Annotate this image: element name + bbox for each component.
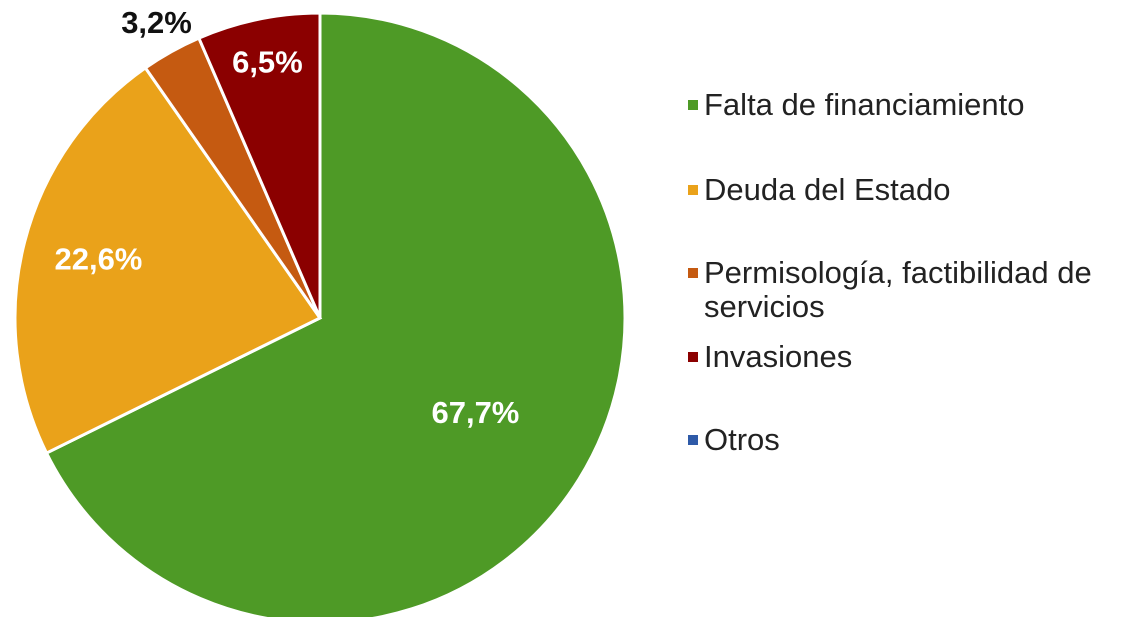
legend-swatch <box>688 435 698 445</box>
legend-swatch <box>688 268 698 278</box>
legend-item: Deuda del Estado <box>688 173 1128 207</box>
pie-slice <box>196 11 322 319</box>
legend-swatch <box>688 100 698 110</box>
legend-item: Invasiones <box>688 340 1128 374</box>
pie-slice <box>13 65 323 456</box>
data-label: 22,6% <box>54 241 142 276</box>
legend-item: Falta de financiamiento <box>688 88 1128 122</box>
legend-swatch <box>688 352 698 362</box>
legend-item: Otros <box>688 423 1128 457</box>
legend-label: Permisología, factibilidad de servicios <box>704 255 1092 324</box>
legend-item: Permisología, factibilidad de servicios <box>688 256 1128 324</box>
data-label: 6,5% <box>232 44 303 79</box>
legend-label: Invasiones <box>704 339 853 374</box>
pie-slice <box>44 11 627 617</box>
legend-label: Deuda del Estado <box>704 172 951 207</box>
legend-label: Falta de financiamiento <box>704 87 1025 122</box>
legend-swatch <box>688 185 698 195</box>
data-label: 3,2% <box>121 5 192 40</box>
legend-label: Otros <box>704 422 780 457</box>
data-label: 67,7% <box>431 395 519 430</box>
